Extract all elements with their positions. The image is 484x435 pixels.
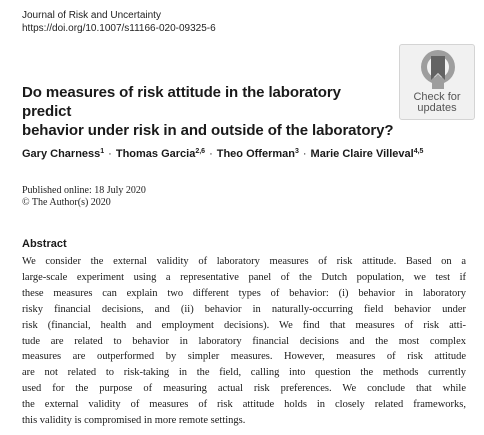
author-name: Gary Charness bbox=[22, 148, 101, 160]
article-title-line-2: behavior under risk in and outside of th… bbox=[22, 122, 394, 139]
badge-label: Check for updates bbox=[400, 92, 474, 114]
author-3[interactable]: Theo Offerman3 bbox=[217, 148, 299, 160]
published-online-date: Published online: 18 July 2020 bbox=[22, 185, 146, 196]
author-2[interactable]: Thomas Garcia2,6 bbox=[116, 148, 205, 160]
abstract-heading: Abstract bbox=[22, 238, 67, 250]
journal-doi-link[interactable]: https://doi.org/10.1007/s11166-020-09325… bbox=[22, 23, 216, 34]
abstract-line: these measures can explain two different… bbox=[22, 287, 466, 299]
journal-header: Journal of Risk and Uncertainty https://… bbox=[22, 9, 216, 35]
author-affiliation: 3 bbox=[294, 148, 299, 155]
author-separator: · bbox=[209, 148, 213, 160]
abstract-line: risk (financial, health and employment d… bbox=[22, 319, 466, 331]
author-affiliation: 2,6 bbox=[195, 148, 206, 155]
journal-name: Journal of Risk and Uncertainty bbox=[22, 10, 161, 21]
abstract-line: risky financial decisions, and (ii) beha… bbox=[22, 303, 466, 315]
author-separator: · bbox=[108, 148, 112, 160]
article-title: Do measures of risk attitude in the labo… bbox=[22, 83, 394, 140]
abstract-line: measures are outperformed by simpler mea… bbox=[22, 351, 466, 363]
author-1[interactable]: Gary Charness1 bbox=[22, 148, 104, 160]
author-name: Marie Claire Villeval bbox=[310, 148, 414, 160]
author-affiliation: 1 bbox=[100, 148, 105, 155]
check-for-updates-badge[interactable]: Check for updates bbox=[399, 44, 475, 120]
abstract-line: tude are related to behavior in laborato… bbox=[22, 335, 466, 347]
abstract-text: We consider the external validity of lab… bbox=[22, 254, 466, 429]
abstract-line: this validity is compromised in more rem… bbox=[22, 415, 246, 427]
author-separator: · bbox=[302, 148, 307, 160]
badge-label-line-2: updates bbox=[417, 102, 457, 114]
author-list: Gary Charness1 · Thomas Garcia2,6 · Theo Off… bbox=[22, 147, 423, 161]
article-title-line-1: Do measures of risk attitude in the labo… bbox=[22, 84, 341, 120]
abstract-line: are not related to risk-taking in the fi… bbox=[22, 367, 466, 379]
author-name: Theo Offerman bbox=[216, 148, 295, 160]
crossmark-icon bbox=[421, 50, 455, 89]
author-4[interactable]: Marie Claire Villeval4,5 bbox=[311, 148, 424, 160]
abstract-line: We consider the external validity of lab… bbox=[22, 256, 466, 267]
publication-info: Published online: 18 July 2020 © The Aut… bbox=[22, 185, 146, 209]
abstract-line: the external validity of measures of ris… bbox=[22, 399, 466, 411]
copyright-notice: © The Author(s) 2020 bbox=[22, 197, 111, 208]
author-affiliation: 4,5 bbox=[413, 148, 424, 155]
author-name: Thomas Garcia bbox=[115, 148, 196, 160]
badge-label-line-1: Check for bbox=[413, 91, 461, 103]
abstract-line: used for the purpose of measuring actual… bbox=[22, 383, 466, 395]
abstract-line: large-scale experiment using a represent… bbox=[22, 271, 466, 283]
